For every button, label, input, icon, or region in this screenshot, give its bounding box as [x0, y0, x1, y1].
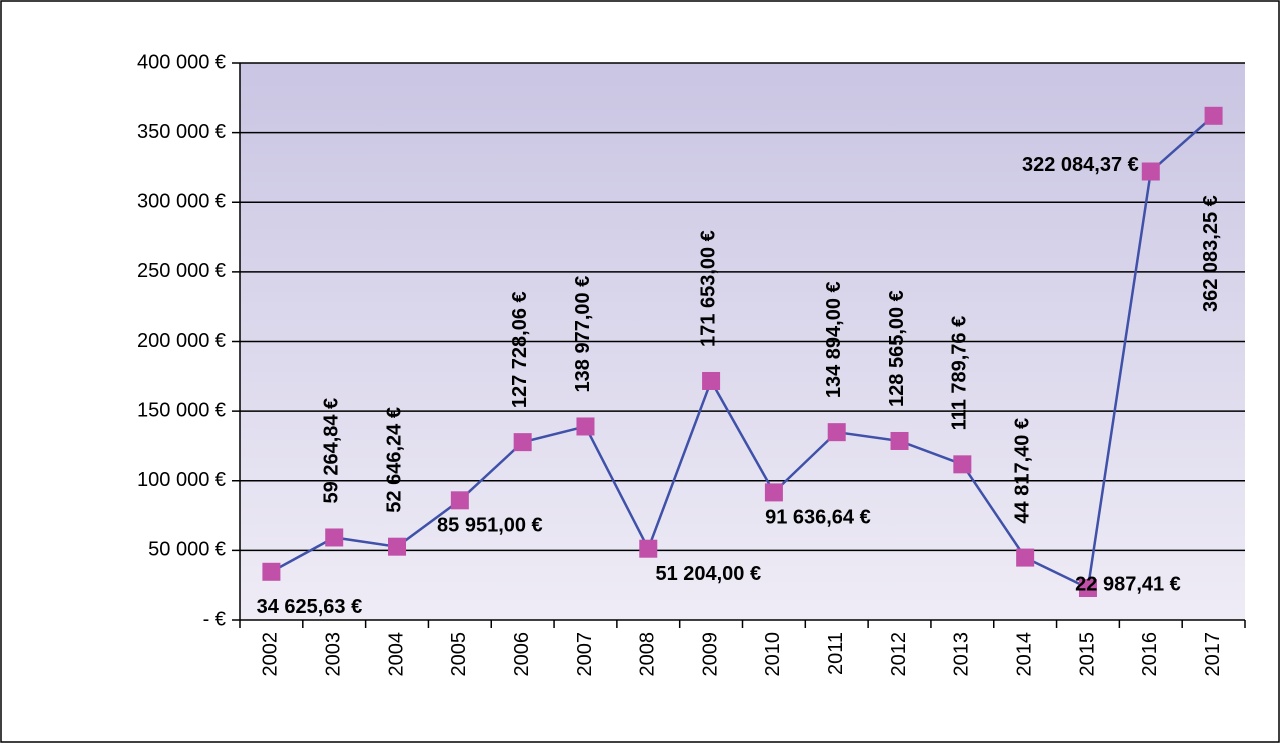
- y-tick-label: 50 000 €: [148, 539, 226, 561]
- marker: [827, 423, 846, 442]
- x-tick-label: 2014: [1013, 632, 1035, 677]
- marker: [1016, 548, 1035, 567]
- series-line: [270, 114, 1215, 590]
- x-tick-label: 2011: [825, 632, 847, 675]
- marker: [1141, 162, 1160, 181]
- y-tick-label: 150 000 €: [137, 399, 226, 421]
- marker: [513, 433, 532, 452]
- data-label: 85 951,00 €: [437, 515, 543, 537]
- x-tick-label: 2008: [637, 632, 659, 677]
- x-tick-label: 2017: [1202, 632, 1224, 677]
- y-tick-label: 100 000 €: [137, 469, 226, 491]
- marker: [1078, 578, 1097, 597]
- x-tick-label: 2012: [888, 632, 910, 677]
- data-label: 134 894,00 €: [823, 281, 845, 398]
- data-label: 44 817,40 €: [1011, 418, 1033, 524]
- data-label: 111 789,76 €: [949, 316, 971, 431]
- marker: [1204, 106, 1223, 125]
- data-label: 322 084,37 €: [1022, 154, 1139, 176]
- x-tick-label: 2009: [699, 632, 721, 677]
- x-tick-label: 2015: [1076, 632, 1098, 677]
- x-tick-label: 2002: [260, 632, 282, 677]
- data-label: 59 264,84 €: [321, 398, 343, 504]
- data-label: 127 728,06 €: [509, 291, 531, 408]
- data-label: 52 646,24 €: [383, 407, 405, 513]
- x-tick-label: 2005: [448, 632, 470, 677]
- x-tick-label: 2004: [385, 632, 407, 677]
- x-tick-label: 2010: [762, 632, 784, 677]
- y-tick-label: - €: [203, 608, 226, 630]
- marker: [890, 431, 909, 450]
- marker: [450, 491, 469, 510]
- data-label: 51 204,00 €: [655, 563, 761, 585]
- data-label: 34 625,63 €: [257, 596, 363, 618]
- data-label: 128 565,00 €: [886, 290, 908, 407]
- x-tick-label: 2006: [511, 632, 533, 677]
- y-tick-label: 200 000 €: [137, 330, 226, 352]
- data-label: 22 987,41 €: [1075, 573, 1181, 595]
- y-tick-label: 250 000 €: [137, 260, 226, 282]
- x-tick-label: 2016: [1139, 632, 1161, 677]
- marker: [702, 371, 721, 390]
- x-tick-label: 2003: [323, 632, 345, 677]
- data-label: 91 636,64 €: [765, 507, 871, 529]
- marker: [639, 539, 658, 558]
- marker: [388, 537, 407, 556]
- y-tick-label: 350 000 €: [137, 121, 226, 143]
- x-tick-label: 2007: [574, 632, 596, 677]
- data-label: 171 653,00 €: [697, 230, 719, 347]
- marker: [262, 562, 281, 581]
- data-label: 362 083,25 €: [1200, 195, 1222, 312]
- data-label: 138 977,00 €: [572, 276, 594, 393]
- y-tick-label: 400 000 €: [137, 51, 226, 73]
- y-tick-label: 300 000 €: [137, 191, 226, 213]
- marker: [764, 483, 783, 502]
- marker: [325, 528, 344, 547]
- marker: [953, 455, 972, 474]
- marker: [576, 417, 595, 436]
- x-tick-label: 2013: [951, 632, 973, 677]
